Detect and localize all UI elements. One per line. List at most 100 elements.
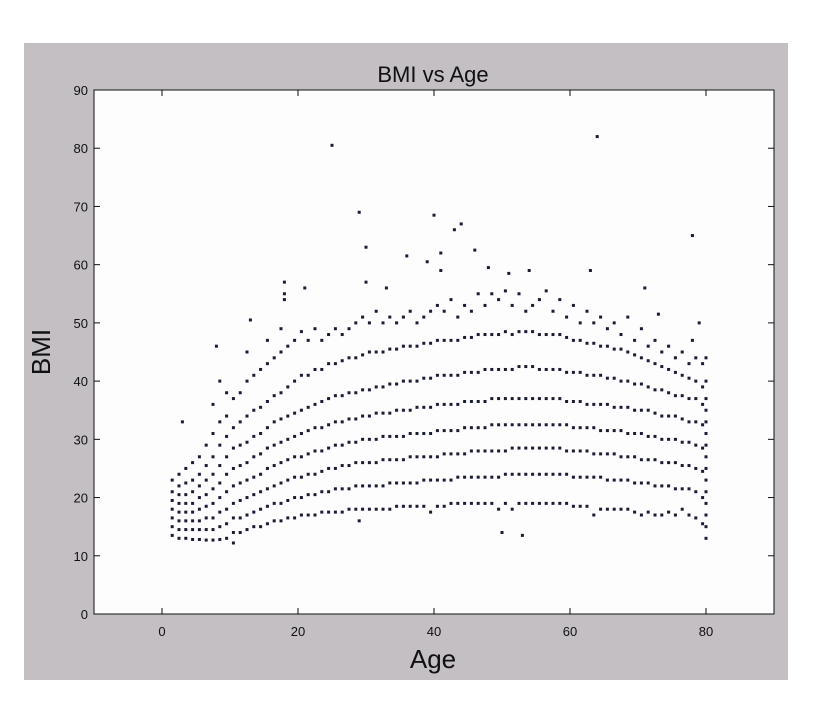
scatter-point bbox=[503, 289, 507, 293]
scatter-point bbox=[463, 501, 467, 505]
scatter-point bbox=[680, 507, 684, 511]
scatter-point bbox=[238, 530, 242, 534]
scatter-point bbox=[483, 303, 487, 307]
scatter-point bbox=[272, 420, 276, 424]
scatter-point bbox=[490, 449, 494, 453]
scatter-point bbox=[279, 327, 283, 331]
scatter-point bbox=[286, 414, 290, 418]
scatter-point bbox=[408, 432, 412, 436]
scatter-point bbox=[469, 370, 473, 374]
scatter-point bbox=[442, 309, 446, 313]
scatter-point bbox=[571, 338, 575, 342]
scatter-point bbox=[503, 330, 507, 334]
scatter-point bbox=[299, 496, 303, 500]
scatter-point bbox=[653, 484, 657, 488]
scatter-point bbox=[456, 475, 460, 479]
scatter-point bbox=[320, 469, 324, 473]
scatter-point bbox=[463, 475, 467, 479]
scatter-point bbox=[299, 330, 303, 334]
scatter-point bbox=[282, 298, 286, 302]
y-tick-label: 90 bbox=[74, 83, 88, 98]
scatter-point bbox=[211, 538, 215, 542]
scatter-point bbox=[639, 458, 643, 462]
scatter-point bbox=[612, 478, 616, 482]
scatter-point bbox=[531, 472, 535, 476]
scatter-point bbox=[517, 365, 521, 369]
scatter-point bbox=[592, 452, 596, 456]
scatter-point bbox=[340, 487, 344, 491]
scatter-point bbox=[687, 376, 691, 380]
scatter-point bbox=[497, 423, 501, 427]
scatter-point bbox=[639, 356, 643, 360]
scatter-point bbox=[265, 426, 269, 430]
scatter-point bbox=[381, 350, 385, 354]
scatter-point bbox=[510, 397, 514, 401]
scatter-point bbox=[408, 481, 412, 485]
scatter-point bbox=[483, 367, 487, 371]
scatter-point bbox=[653, 362, 657, 366]
scatter-point bbox=[374, 350, 378, 354]
scatter-point bbox=[225, 522, 229, 526]
scatter-point bbox=[503, 397, 507, 401]
scatter-point bbox=[177, 501, 181, 505]
scatter-point bbox=[497, 298, 501, 302]
scatter-point bbox=[408, 408, 412, 412]
scatter-point bbox=[673, 394, 677, 398]
scatter-point bbox=[374, 385, 378, 389]
scatter-point bbox=[184, 519, 188, 523]
scatter-point bbox=[204, 478, 208, 482]
scatter-point bbox=[701, 402, 705, 406]
scatter-point bbox=[279, 417, 283, 421]
scatter-point bbox=[381, 321, 385, 325]
scatter-point bbox=[517, 501, 521, 505]
scatter-point bbox=[238, 498, 242, 502]
scatter-point bbox=[204, 516, 208, 520]
scatter-point bbox=[422, 455, 426, 459]
scatter-point bbox=[653, 434, 657, 438]
scatter-point bbox=[347, 327, 351, 331]
scatter-point bbox=[449, 338, 453, 342]
scatter-point bbox=[476, 426, 480, 430]
scatter-point bbox=[653, 388, 657, 392]
scatter-point bbox=[177, 472, 181, 476]
scatter-point bbox=[306, 373, 310, 377]
scatter-point bbox=[490, 292, 494, 296]
scatter-point bbox=[330, 143, 334, 147]
scatter-point bbox=[571, 370, 575, 374]
scatter-point bbox=[333, 362, 337, 366]
x-tick-label: 0 bbox=[158, 624, 165, 639]
scatter-point bbox=[544, 397, 548, 401]
y-axis-ticks: 0 10 20 30 40 50 60 70 80 90 bbox=[74, 83, 774, 622]
scatter-point bbox=[401, 434, 405, 438]
scatter-point bbox=[347, 356, 351, 360]
scatter-point bbox=[619, 379, 623, 383]
scatter-point bbox=[211, 516, 215, 520]
scatter-point bbox=[701, 362, 705, 366]
scatter-point bbox=[469, 475, 473, 479]
scatter-point bbox=[442, 478, 446, 482]
scatter-point bbox=[537, 501, 541, 505]
scatter-point bbox=[599, 452, 603, 456]
scatter-point bbox=[449, 501, 453, 505]
scatter-point bbox=[612, 405, 616, 409]
scatter-point bbox=[401, 481, 405, 485]
scatter-point bbox=[170, 507, 174, 511]
scatter-point bbox=[667, 391, 671, 395]
scatter-point bbox=[320, 510, 324, 514]
scatter-point bbox=[374, 507, 378, 511]
scatter-point bbox=[354, 507, 358, 511]
scatter-point bbox=[449, 429, 453, 433]
x-tick-label: 20 bbox=[291, 624, 305, 639]
scatter-point bbox=[333, 420, 337, 424]
scatter-point bbox=[415, 481, 419, 485]
scatter-point bbox=[673, 414, 677, 418]
scatter-point bbox=[633, 338, 637, 342]
scatter-point bbox=[191, 528, 195, 532]
scatter-point bbox=[388, 481, 392, 485]
scatter-point bbox=[197, 537, 201, 541]
scatter-point bbox=[565, 423, 569, 427]
scatter-point bbox=[327, 423, 331, 427]
scatter-point bbox=[585, 402, 589, 406]
scatter-point bbox=[340, 510, 344, 514]
scatter-point bbox=[599, 373, 603, 377]
